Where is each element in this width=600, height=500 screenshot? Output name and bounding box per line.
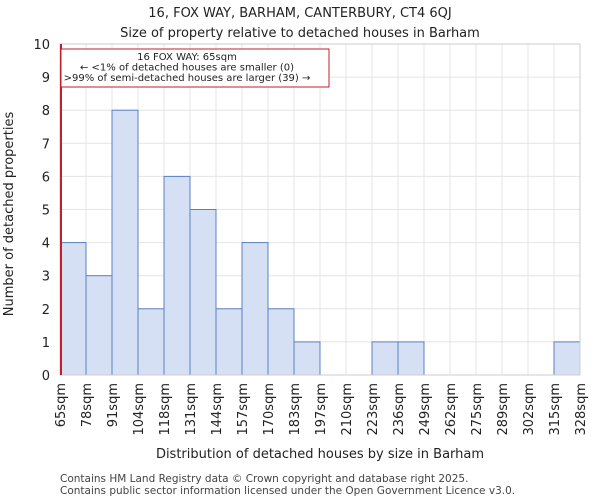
bar-78sqm [85, 275, 113, 376]
y-tick-label: 8 [42, 104, 50, 119]
y-axis-ticks: 0 1 2 3 4 5 6 7 8 9 10 [33, 38, 50, 384]
annotation-frame [60, 48, 330, 88]
bar-183sqm [293, 341, 321, 376]
bar-91sqm [111, 109, 139, 376]
y-tick-label: 6 [42, 170, 50, 185]
bar-157sqm [241, 242, 269, 376]
annotation-line-2: ← <1% of detached houses are smaller (0) [80, 63, 294, 74]
chart-subtitle: Size of property relative to detached ho… [120, 26, 480, 41]
chart-title: 16, FOX WAY, BARHAM, CANTERBURY, CT4 6QJ [148, 6, 451, 21]
bars [59, 109, 581, 376]
x-tick-label-249sqm: 249sqm [418, 383, 433, 436]
x-tick-label-315sqm: 315sqm [548, 383, 563, 436]
bar-144sqm [215, 308, 243, 376]
bar-131sqm [189, 209, 217, 376]
x-axis-label: Distribution of detached houses by size … [156, 447, 484, 462]
x-tick-label-157sqm: 157sqm [236, 383, 251, 436]
bar-104sqm [137, 308, 165, 376]
y-tick-label: 10 [33, 38, 50, 53]
x-tick-label-170sqm: 170sqm [262, 383, 277, 436]
x-tick-label-104sqm: 104sqm [132, 383, 147, 436]
y-tick-label: 7 [42, 137, 50, 152]
x-tick-label-144sqm: 144sqm [210, 383, 225, 436]
bar-65sqm [59, 242, 87, 376]
x-tick-label-328sqm: 328sqm [574, 383, 589, 436]
x-tick-label-289sqm: 289sqm [496, 383, 511, 436]
footer-line-2: Contains public sector information licen… [60, 485, 515, 497]
x-tick-label-118sqm: 118sqm [158, 383, 173, 436]
x-tick-label-262sqm: 262sqm [444, 383, 459, 436]
annotation-line-1: 16 FOX WAY: 65sqm [137, 52, 237, 63]
bar-223sqm [371, 341, 399, 376]
x-tick-label-223sqm: 223sqm [366, 383, 381, 436]
x-axis-ticks: 65sqm 78sqm 91sqm 104sqm 118sqm 131sqm 144sqm 1… [54, 383, 589, 436]
y-tick-label: 0 [42, 369, 50, 384]
x-tick-label-65sqm: 65sqm [54, 383, 69, 427]
annotation-box: 16 FOX WAY: 65sqm ← <1% of detached hous… [60, 48, 330, 88]
x-tick-label-275sqm: 275sqm [470, 383, 485, 436]
x-tick-label-91sqm: 91sqm [106, 383, 121, 427]
bar-236sqm [397, 341, 425, 376]
annotation-line-3: >99% of semi-detached houses are larger … [64, 73, 311, 84]
x-tick-label-183sqm: 183sqm [288, 383, 303, 436]
y-tick-label: 4 [42, 237, 50, 252]
x-tick-label-236sqm: 236sqm [392, 383, 407, 436]
y-tick-label: 1 [42, 336, 50, 351]
footer-line-1: Contains HM Land Registry data © Crown c… [60, 473, 468, 485]
bar-315sqm [553, 341, 581, 376]
y-axis-label: Number of detached properties [2, 112, 17, 317]
y-tick-label: 9 [42, 71, 50, 86]
y-tick-label: 2 [42, 303, 50, 318]
x-tick-label-302sqm: 302sqm [522, 383, 537, 436]
bar-170sqm [267, 308, 295, 376]
bar-118sqm [163, 175, 191, 376]
y-tick-label: 3 [42, 270, 50, 285]
x-tick-label-131sqm: 131sqm [184, 383, 199, 436]
y-tick-label: 5 [42, 204, 50, 219]
x-tick-label-78sqm: 78sqm [80, 383, 95, 427]
x-tick-label-197sqm: 197sqm [314, 383, 329, 436]
x-tick-label-210sqm: 210sqm [340, 383, 355, 436]
